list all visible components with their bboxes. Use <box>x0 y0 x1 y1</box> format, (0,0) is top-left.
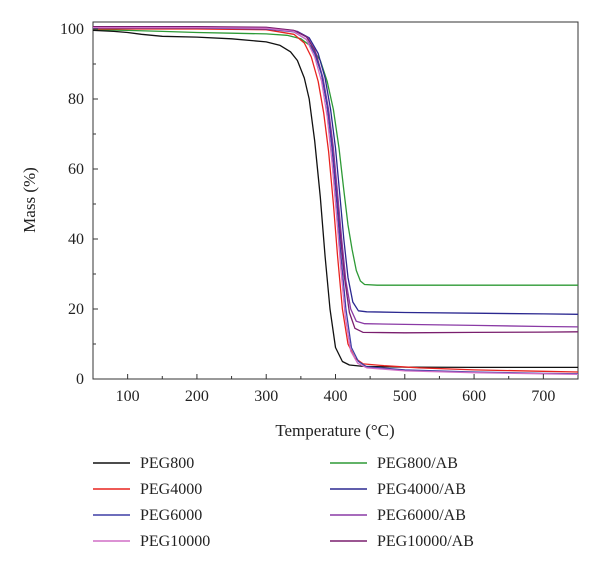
legend-label: PEG10000 <box>140 533 210 550</box>
y-tick-label: 20 <box>68 301 84 318</box>
x-tick-label: 600 <box>462 388 486 405</box>
legend-item: PEG6000/AB <box>330 507 466 524</box>
legend-label: PEG4000 <box>140 481 202 498</box>
series-line-peg10000-ab <box>93 25 579 334</box>
y-axis-label: Mass (%) <box>20 167 39 233</box>
x-tick-label: 200 <box>185 388 209 405</box>
series-line-peg10000 <box>93 26 579 376</box>
series-line-peg800-ab <box>92 29 578 286</box>
x-tick-label: 300 <box>254 388 278 405</box>
x-tick-label: 100 <box>116 388 140 405</box>
x-tick-label: 700 <box>531 388 555 405</box>
legend-label: PEG800 <box>140 455 194 472</box>
y-tick-label: 0 <box>76 371 84 388</box>
legend-item: PEG10000/AB <box>330 533 474 550</box>
legend-item: PEG4000/AB <box>330 481 466 498</box>
y-tick-label: 100 <box>60 21 84 38</box>
series-line-peg4000 <box>93 28 579 373</box>
x-axis-label: Temperature (°C) <box>275 421 394 440</box>
legend-label: PEG800/AB <box>377 455 458 472</box>
legend-item: PEG10000 <box>93 533 210 550</box>
y-tick-label: 80 <box>68 91 84 108</box>
x-tick-label: 400 <box>324 388 348 405</box>
y-axis-ticks: 0 20 40 60 80 100 <box>60 21 98 388</box>
series-layer <box>92 25 579 376</box>
y-tick-label: 60 <box>68 161 84 178</box>
legend: PEG800 PEG4000 PEG6000 PEG10000 PEG800/AB PEG… <box>93 455 474 550</box>
legend-item: PEG800/AB <box>330 455 458 472</box>
series-line-peg800 <box>92 29 578 369</box>
legend-item: PEG800 <box>93 455 194 472</box>
legend-label: PEG4000/AB <box>377 481 466 498</box>
legend-label: PEG6000 <box>140 507 202 524</box>
legend-item: PEG4000 <box>93 481 202 498</box>
x-axis-ticks: 100 200 300 400 500 600 700 <box>116 374 579 405</box>
y-tick-label: 40 <box>68 231 84 248</box>
x-tick-label: 500 <box>393 388 417 405</box>
legend-item: PEG6000 <box>93 507 202 524</box>
legend-label: PEG10000/AB <box>377 533 474 550</box>
legend-label: PEG6000/AB <box>377 507 466 524</box>
